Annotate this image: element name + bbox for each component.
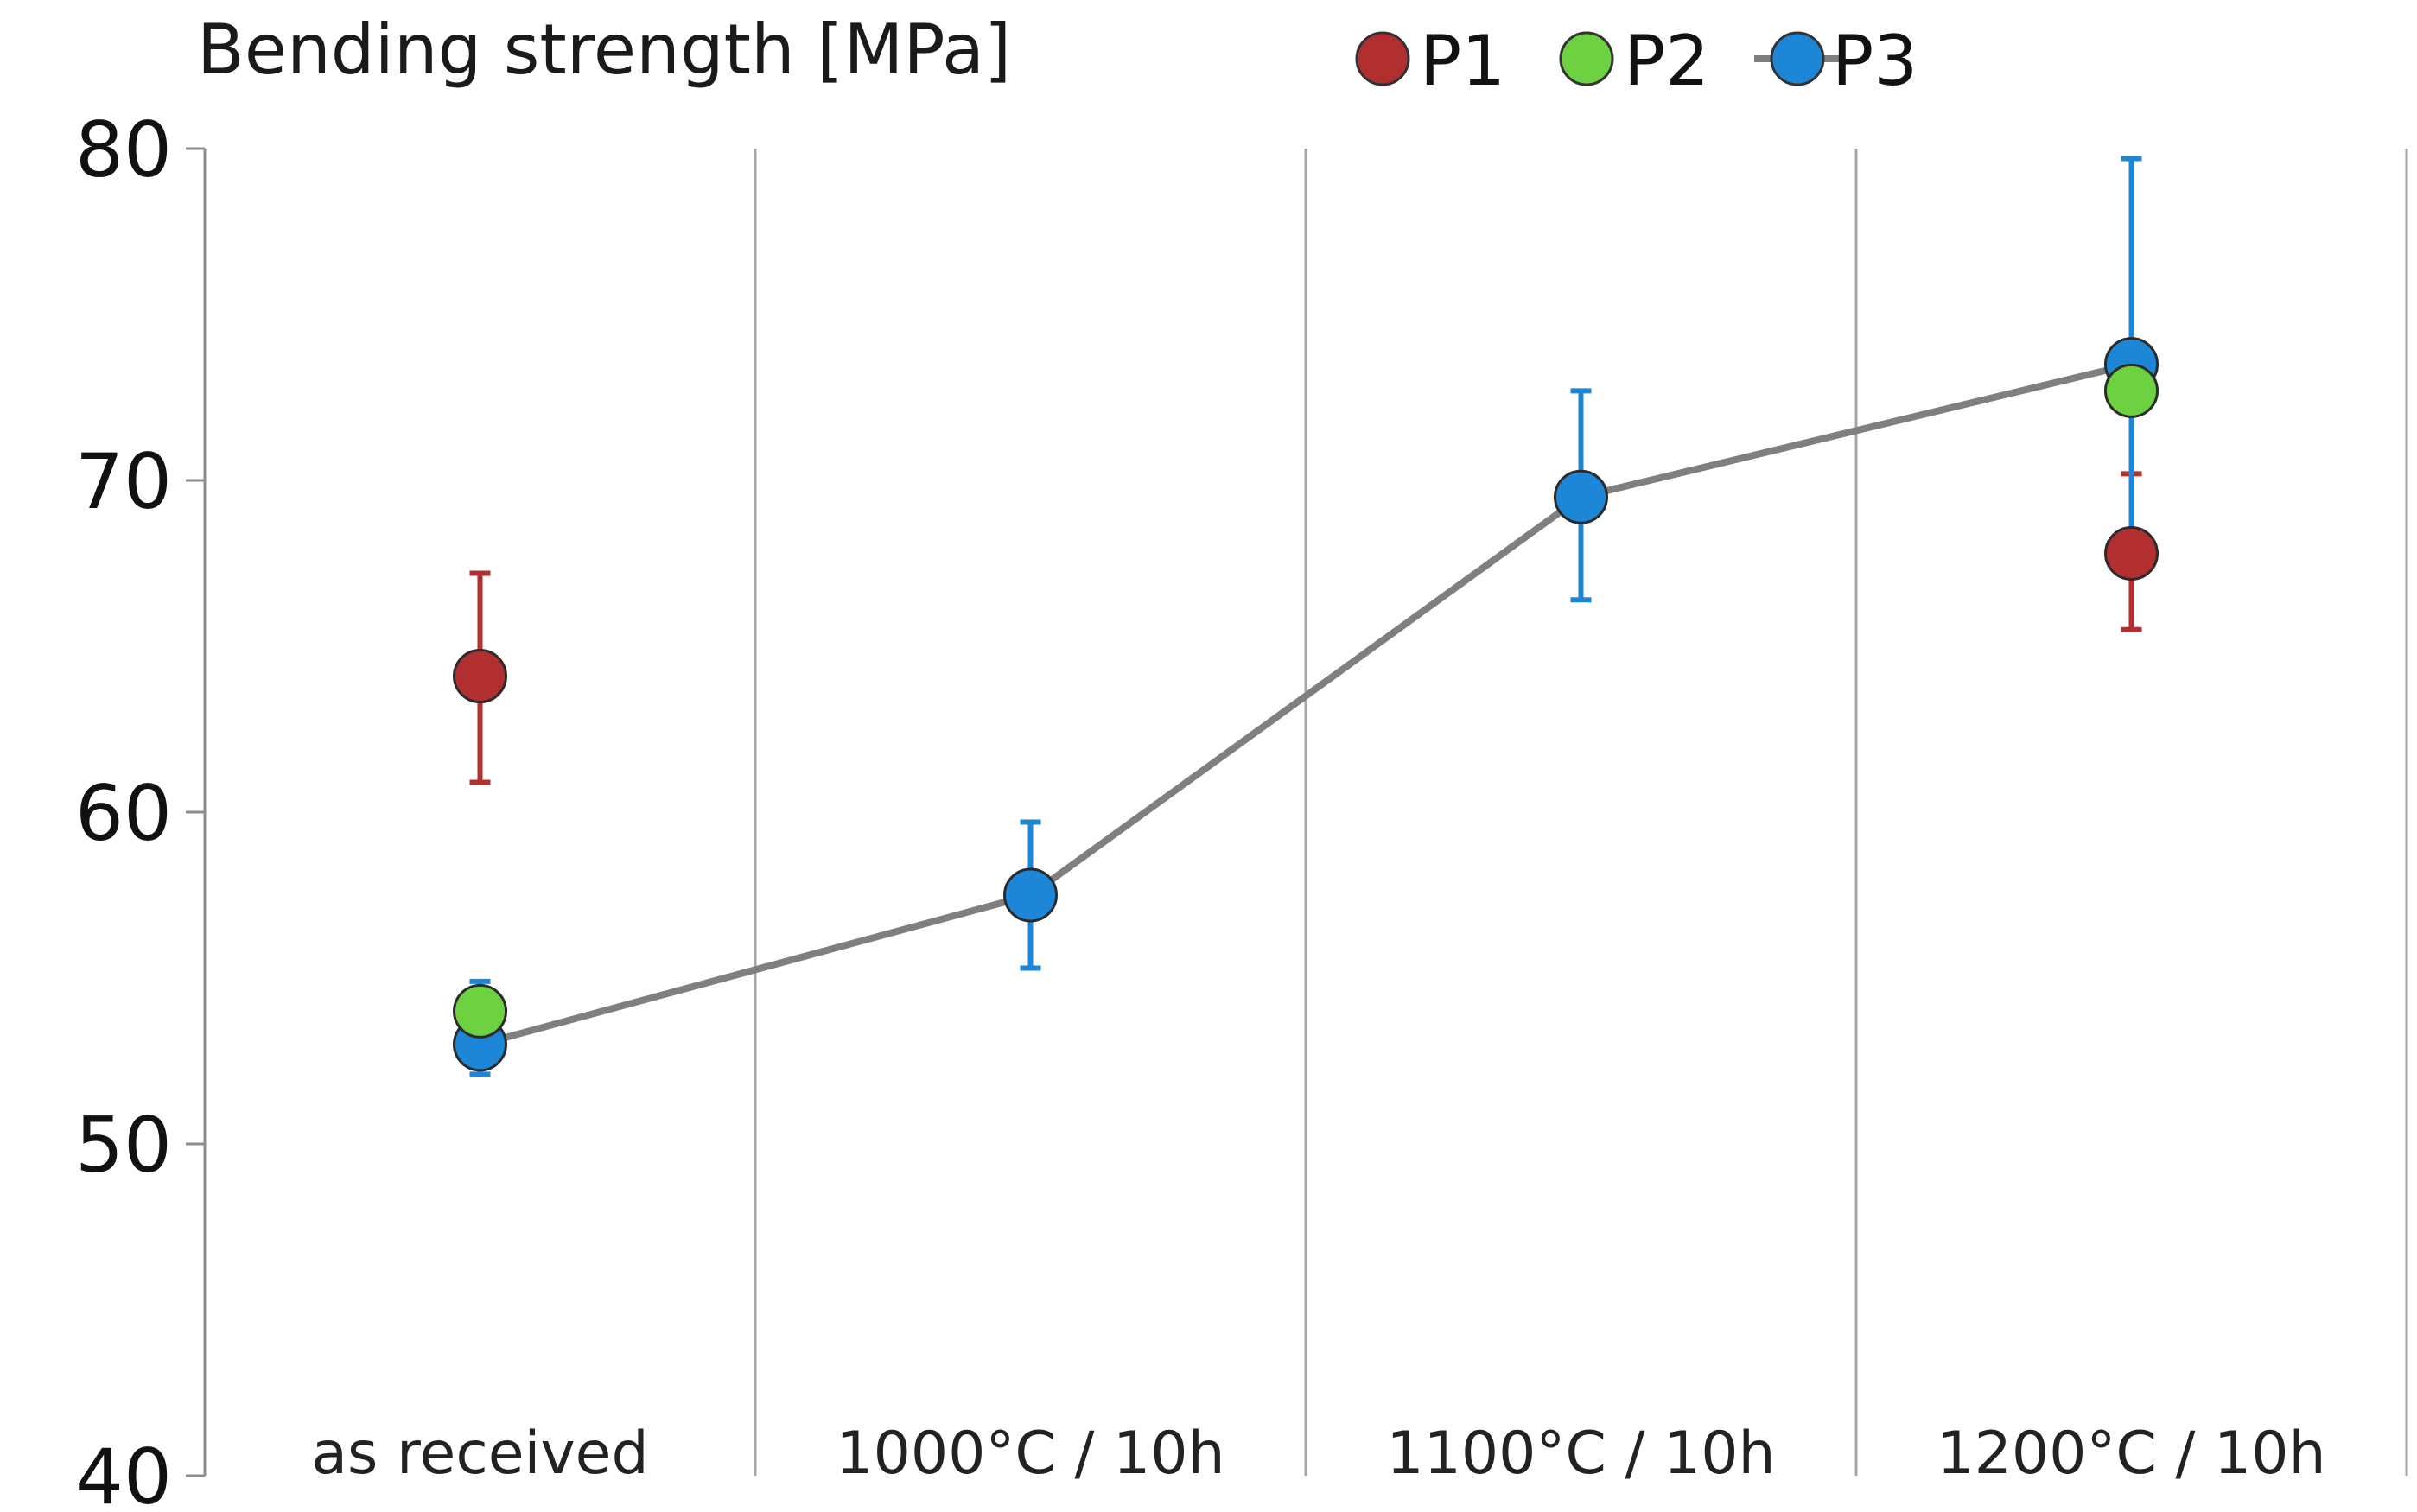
data-point-p2 xyxy=(2104,363,2159,418)
data-point-p1 xyxy=(453,649,507,704)
y-tick-label: 50 xyxy=(75,1101,172,1190)
legend: P1 P2 P3 xyxy=(1355,21,1918,101)
data-point-p2 xyxy=(453,983,507,1039)
x-category-label: 1000°C / 10h xyxy=(836,1420,1224,1488)
y-tick-label: 70 xyxy=(75,437,172,526)
legend-label-p2: P2 xyxy=(1624,21,1709,101)
legend-label-p3: P3 xyxy=(1832,21,1918,101)
y-tick-label: 40 xyxy=(75,1433,172,1512)
data-points xyxy=(453,337,2159,1072)
data-point-p1 xyxy=(2104,525,2159,581)
legend-marker-p1 xyxy=(1355,31,1410,86)
grid-layer xyxy=(203,149,2408,1476)
y-axis-ticks: 40 50 60 70 80 xyxy=(75,105,205,1512)
legend-marker-p2 xyxy=(1559,31,1614,86)
x-axis-categories: as received 1000°C / 10h 1100°C / 10h 1200°… xyxy=(311,1420,2325,1488)
x-category-label: 1100°C / 10h xyxy=(1386,1420,1775,1488)
legend-label-p1: P1 xyxy=(1420,21,1505,101)
chart-title: Bending strength [MPa] xyxy=(197,10,1011,90)
y-tick-label: 60 xyxy=(75,769,172,858)
data-point-p3 xyxy=(1003,867,1058,923)
data-point-p3 xyxy=(1554,469,1608,524)
legend-marker-p3 xyxy=(1770,31,1825,86)
y-tick-label: 80 xyxy=(75,105,172,194)
series-line-p3 xyxy=(479,360,2133,1048)
x-category-label: as received xyxy=(311,1420,648,1488)
series-lines xyxy=(479,360,2133,1048)
x-category-label: 1200°C / 10h xyxy=(1937,1420,2325,1488)
